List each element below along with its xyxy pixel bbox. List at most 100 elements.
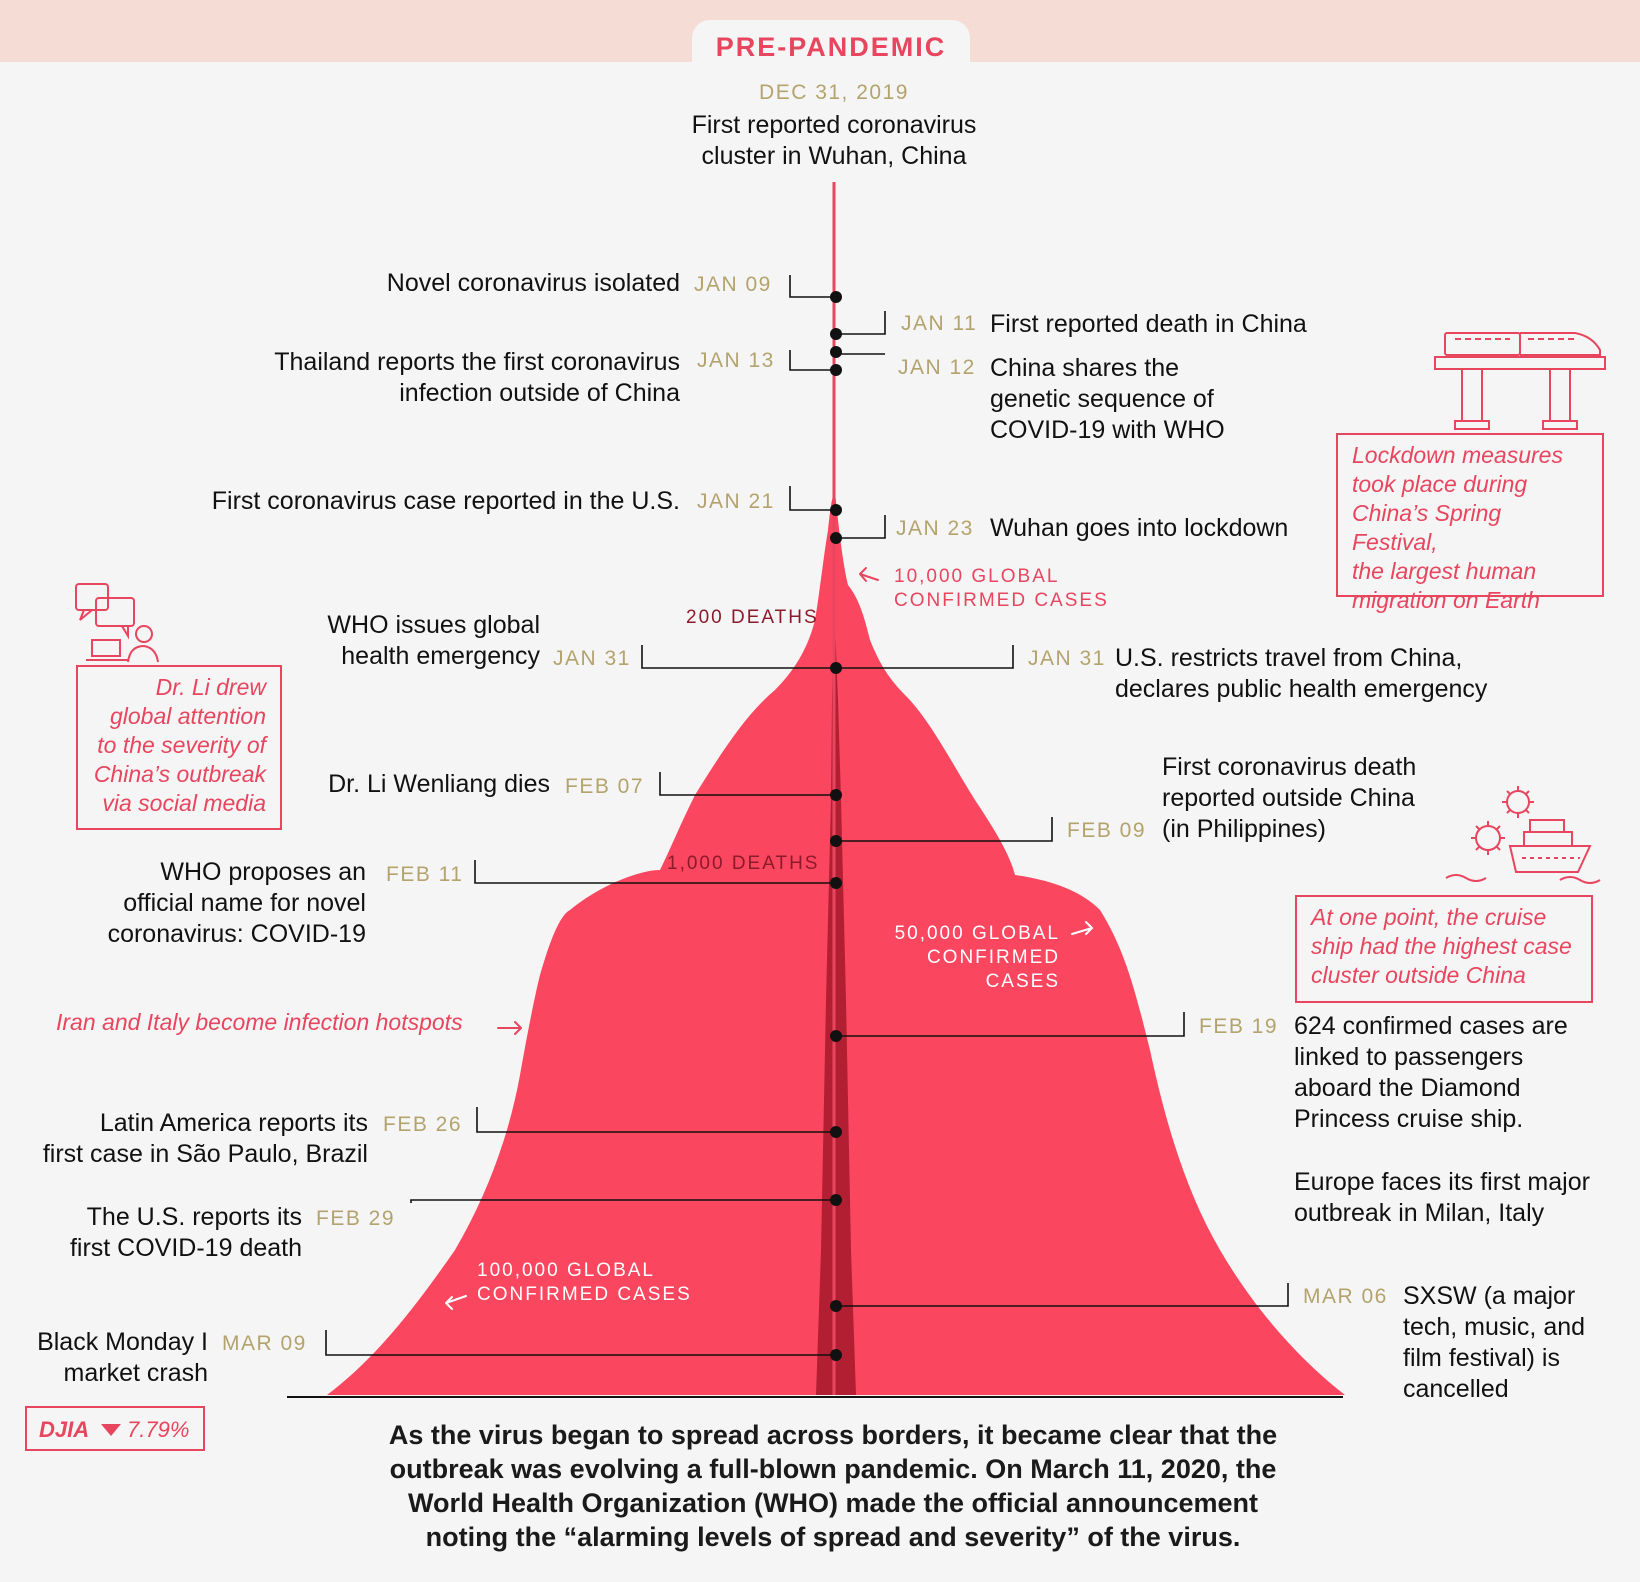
milestone-line: 10,000 GLOBAL <box>894 566 1060 587</box>
event-text: Latin America reports its <box>99 1109 368 1137</box>
event-text: cancelled <box>1403 1375 1509 1403</box>
event-text: (in Philippines) <box>1162 815 1326 843</box>
hotspots-note: Iran and Italy become infection hotspots <box>56 1009 463 1035</box>
arrow-hotspots <box>497 1021 522 1035</box>
event-jan13: Thailand reports the first coronavirus i… <box>274 347 680 409</box>
dot-jan09 <box>830 291 842 303</box>
leader-feb26 <box>476 1107 836 1133</box>
date-jan23: JAN 23 <box>896 517 974 540</box>
start-line-1: First reported coronavirus <box>691 111 977 139</box>
date-feb11: FEB 11 <box>386 863 464 886</box>
event-text: China shares the <box>990 354 1180 382</box>
leader-feb11 <box>474 860 836 884</box>
dot-jan12 <box>830 346 842 358</box>
djia-badge: DJIA 7.79% <box>25 1406 205 1451</box>
event-text: COVID-19 with WHO <box>990 416 1225 444</box>
event-text: outbreak in Milan, Italy <box>1294 1199 1545 1227</box>
event-text: WHO issues global <box>327 611 540 639</box>
footer-line: outbreak was evolving a full-blown pande… <box>389 1454 1277 1484</box>
event-text: infection outside of China <box>399 379 680 407</box>
date-feb29: FEB 29 <box>316 1207 396 1230</box>
event-text: Novel coronavirus isolated <box>386 269 680 297</box>
leader-jan11 <box>836 311 886 335</box>
note-line: At one point, the cruise <box>1311 904 1547 930</box>
note-line: global attention <box>109 703 266 729</box>
note-line: the largest human <box>1352 558 1537 584</box>
event-text: First coronavirus death <box>1162 753 1417 781</box>
dot-mar09 <box>830 1349 842 1361</box>
event-text: official name for novel <box>123 889 366 917</box>
dot-feb11 <box>830 877 842 889</box>
event-text: first case in São Paulo, Brazil <box>42 1140 368 1168</box>
djia-value: 7.79% <box>127 1417 190 1442</box>
event-text: reported outside China <box>1162 784 1415 812</box>
arrow-50k <box>1071 921 1093 935</box>
milestone-line: CONFIRMED <box>926 947 1060 968</box>
event-text: Europe faces its first major <box>1294 1168 1590 1196</box>
date-jan11: JAN 11 <box>901 312 978 335</box>
dot-jan31 <box>830 662 842 674</box>
dot-jan21 <box>830 504 842 516</box>
date-mar09: MAR 09 <box>222 1332 307 1355</box>
footer-line: World Health Organization (WHO) made the… <box>407 1488 1259 1518</box>
event-feb29: The U.S. reports its first COVID-19 deat… <box>70 1202 302 1264</box>
dot-jan23 <box>830 532 842 544</box>
date-feb07: FEB 07 <box>565 775 645 798</box>
arrow-100k <box>445 1295 467 1310</box>
leader-lines <box>325 275 1289 1356</box>
deaths-area <box>816 600 856 1395</box>
note-line: to the severity of <box>97 732 266 758</box>
leader-jan12 <box>835 352 885 355</box>
event-text: market crash <box>63 1359 208 1387</box>
date-jan31b: JAN 31 <box>1028 647 1106 670</box>
arrow-10k <box>859 567 879 582</box>
start-line-2: cluster in Wuhan, China <box>701 142 967 170</box>
event-text: Wuhan goes into lockdown <box>990 514 1289 542</box>
event-text: SXSW (a major <box>1403 1282 1576 1310</box>
event-feb19: 624 confirmed cases are linked to passen… <box>1294 1011 1568 1135</box>
virus-cruise-ship-icon <box>1445 786 1601 884</box>
event-feb11: WHO proposes an official name for novel … <box>108 857 366 950</box>
leader-jan23 <box>836 515 886 539</box>
event-text: genetic sequence of <box>990 385 1214 413</box>
note-line: China’s outbreak <box>93 761 266 787</box>
event-dots <box>830 291 842 1361</box>
leader-feb09 <box>836 817 1053 842</box>
start-date: DEC 31, 2019 <box>759 81 909 104</box>
date-jan12: JAN 12 <box>898 356 976 379</box>
footer-line: As the virus began to spread across bord… <box>388 1420 1278 1450</box>
date-feb09: FEB 09 <box>1067 819 1147 842</box>
event-text: film festival) is <box>1403 1344 1560 1372</box>
event-text: WHO proposes an <box>160 858 366 886</box>
start-label: First reported coronavirus cluster in Wu… <box>620 110 1048 172</box>
event-jan09: Novel coronavirus isolated <box>387 268 680 299</box>
dot-jan13 <box>830 364 842 376</box>
leader-jan31b <box>836 645 1014 669</box>
date-feb26: FEB 26 <box>383 1113 463 1136</box>
event-jan23: Wuhan goes into lockdown <box>990 513 1288 544</box>
event-text: Princess cruise ship. <box>1294 1105 1524 1133</box>
event-europe: Europe faces its first major outbreak in… <box>1294 1167 1590 1229</box>
event-text: linked to passengers <box>1294 1043 1524 1071</box>
down-triangle-icon <box>101 1424 121 1436</box>
chat-laptop-icon <box>75 583 159 663</box>
djia-label: DJIA <box>39 1417 90 1442</box>
milestone-100k-cases: 100,000 GLOBAL CONFIRMED CASES <box>477 1259 692 1307</box>
footer-paragraph: As the virus began to spread across bord… <box>300 1418 1366 1554</box>
event-text: U.S. restricts travel from China, <box>1115 644 1463 672</box>
leader-feb29 <box>410 1199 836 1203</box>
milestone-line: 100,000 GLOBAL <box>477 1260 655 1281</box>
leader-jan31a <box>641 645 836 669</box>
event-text: health emergency <box>341 642 540 670</box>
leader-jan09 <box>789 275 836 298</box>
dot-feb19 <box>830 1030 842 1042</box>
milestone-line: 50,000 GLOBAL <box>894 923 1060 944</box>
event-text: Thailand reports the first coronavirus <box>274 348 680 376</box>
milestone-50k-cases: 50,000 GLOBAL CONFIRMED CASES <box>895 922 1060 994</box>
event-feb07: Dr. Li Wenliang dies <box>328 769 550 800</box>
event-text: aboard the Diamond <box>1294 1074 1521 1102</box>
event-text: Black Monday I <box>37 1328 208 1356</box>
milestone-arrows <box>445 567 1093 1310</box>
milestone-1000-deaths: 1,000 DEATHS <box>667 853 820 874</box>
